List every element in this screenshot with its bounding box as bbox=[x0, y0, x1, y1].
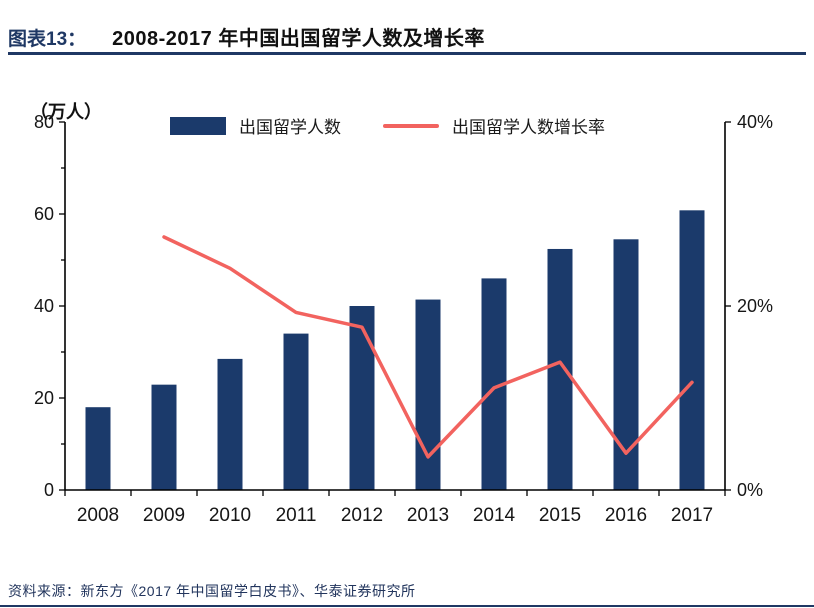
bar-2016 bbox=[613, 239, 639, 490]
svg-text:0%: 0% bbox=[737, 480, 763, 500]
bar-2010 bbox=[217, 358, 243, 490]
svg-text:2017: 2017 bbox=[671, 505, 713, 526]
legend-line-label: 出国留学人数增长率 bbox=[452, 118, 605, 137]
svg-text:2011: 2011 bbox=[276, 505, 317, 526]
svg-text:2015: 2015 bbox=[539, 505, 581, 526]
chart-header: 图表13： 2008-2017 年中国出国留学人数及增长率 bbox=[8, 22, 806, 51]
source-label: 资料来源： bbox=[8, 583, 81, 599]
legend-line-swatch bbox=[383, 123, 439, 128]
growth-line bbox=[162, 235, 694, 459]
figure-label: 图表13： bbox=[8, 29, 87, 50]
axis-lines bbox=[64, 122, 726, 491]
axis-ticks: 0 20 40 60 80 0% 20% 40% 2008 2009 2010 2011 2012 201… bbox=[34, 112, 773, 526]
bar-2017 bbox=[679, 210, 705, 490]
legend-bar-swatch bbox=[170, 116, 226, 135]
svg-text:80: 80 bbox=[34, 112, 54, 132]
header-divider bbox=[8, 52, 806, 55]
bar-2015 bbox=[547, 248, 573, 490]
growth-line-series bbox=[162, 235, 694, 459]
svg-text:2010: 2010 bbox=[209, 505, 251, 526]
bar-2013 bbox=[415, 299, 441, 490]
legend-bar-label: 出国留学人数 bbox=[239, 118, 341, 137]
figure-title: 2008-2017 年中国出国留学人数及增长率 bbox=[112, 28, 485, 50]
svg-text:2012: 2012 bbox=[341, 505, 383, 526]
svg-text:40%: 40% bbox=[737, 112, 773, 132]
bar-2009 bbox=[151, 384, 177, 490]
left-axis-unit-label: （万人） bbox=[30, 102, 102, 122]
chart-legend: 出国留学人数 出国留学人数增长率 bbox=[170, 113, 605, 138]
svg-text:0: 0 bbox=[44, 480, 54, 500]
chart-plot: 0 20 40 60 80 0% 20% 40% 2008 2009 2010 2011 2012 201… bbox=[34, 112, 773, 526]
source-text: 新东方《2017 年中国留学白皮书》、华泰证券研究所 bbox=[80, 583, 416, 599]
bars-series bbox=[85, 210, 705, 490]
svg-text:2016: 2016 bbox=[605, 505, 647, 526]
svg-text:2013: 2013 bbox=[407, 505, 449, 526]
svg-text:2008: 2008 bbox=[77, 505, 119, 526]
svg-text:2014: 2014 bbox=[473, 505, 516, 526]
source-note: 资料来源：新东方《2017 年中国留学白皮书》、华泰证券研究所 bbox=[8, 581, 416, 601]
svg-text:20%: 20% bbox=[737, 296, 773, 316]
bar-2011 bbox=[283, 333, 309, 490]
svg-text:40: 40 bbox=[34, 296, 54, 316]
bar-2012 bbox=[349, 306, 375, 490]
svg-text:60: 60 bbox=[34, 204, 54, 224]
svg-text:2009: 2009 bbox=[143, 505, 185, 526]
bar-2008 bbox=[85, 407, 111, 490]
bottom-divider bbox=[0, 605, 814, 607]
svg-text:20: 20 bbox=[34, 388, 54, 408]
